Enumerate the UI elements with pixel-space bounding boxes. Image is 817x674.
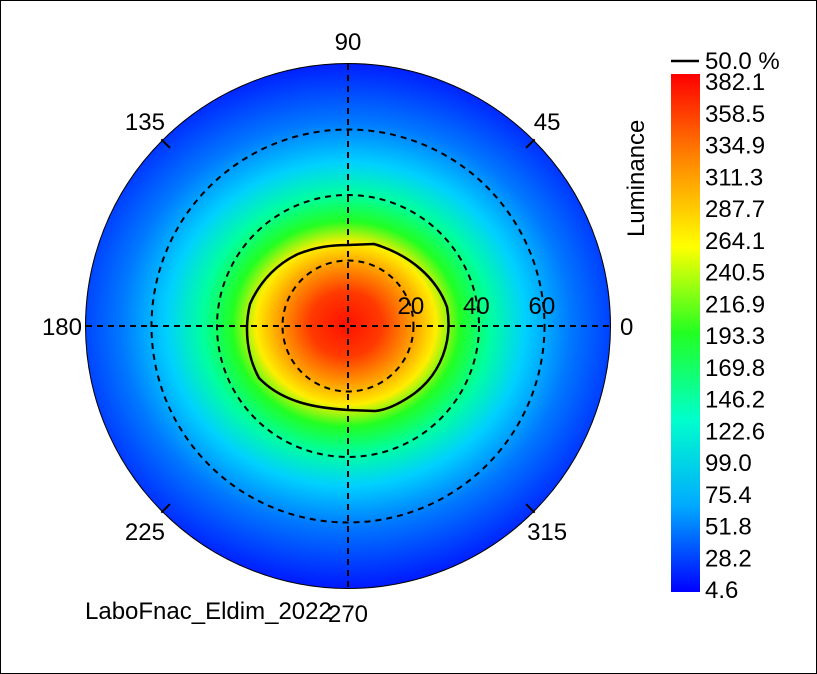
- angle-label-315: 315: [527, 519, 567, 546]
- colorbar-tick-11: 122.6: [705, 418, 765, 445]
- colorbar-tick-13: 75.4: [705, 482, 752, 509]
- colorbar-tick-16: 4.6: [705, 577, 738, 604]
- colorbar-tick-12: 99.0: [705, 450, 752, 477]
- angle-labels: 0 45 90 135 180 225 270 315: [42, 29, 633, 628]
- colorbar-tick-6: 240.5: [705, 260, 765, 287]
- heat-field: [86, 64, 610, 588]
- angle-label-180: 180: [42, 314, 82, 341]
- radial-labels: 20 40 60: [398, 293, 556, 320]
- contour-legend-label: 50.0 %: [705, 48, 780, 75]
- tick-315: [525, 503, 536, 514]
- colorbar: [671, 74, 700, 592]
- colorbar-tick-15: 28.2: [705, 545, 752, 572]
- heat-layer: [86, 64, 610, 588]
- colorbar-ticks: 382.1 358.5 334.9 311.3 287.7 264.1 240.5 216.9…: [705, 69, 765, 604]
- colorbar-tick-3: 311.3: [705, 164, 763, 191]
- colorbar-tick-5: 264.1: [705, 228, 765, 255]
- colorbar-tick-2: 334.9: [705, 133, 765, 160]
- colorbar-tick-8: 193.3: [705, 323, 765, 350]
- angle-label-135: 135: [125, 109, 165, 136]
- radial-label-60: 60: [529, 293, 556, 320]
- tick-135: [160, 138, 171, 149]
- grid-ring-40: [216, 194, 480, 458]
- footer-label: LaboFnac_Eldim_2022: [85, 598, 332, 625]
- angle-label-225: 225: [125, 519, 165, 546]
- contour-50-percent: [245, 242, 450, 413]
- radial-grid: [150, 128, 546, 524]
- colorbar-tick-10: 146.2: [705, 387, 765, 414]
- colorbar-label: Luminance: [623, 120, 650, 237]
- angle-label-45: 45: [534, 109, 561, 136]
- colorbar-tick-1: 358.5: [705, 101, 765, 128]
- grid-ring-20: [281, 259, 415, 393]
- radial-label-40: 40: [463, 293, 490, 320]
- angle-label-0: 0: [620, 314, 633, 341]
- colorbar-tick-0: 382.1: [705, 69, 765, 96]
- angle-label-270: 270: [328, 601, 368, 628]
- colorbar-tick-9: 169.8: [705, 355, 765, 382]
- grid-ring-60: [150, 128, 546, 524]
- colorbar-tick-7: 216.9: [705, 291, 765, 318]
- tick-225: [160, 503, 171, 514]
- radial-label-20: 20: [398, 293, 425, 320]
- angle-label-90: 90: [335, 29, 362, 56]
- colorbar-tick-4: 287.7: [705, 196, 765, 223]
- angle-ticks: [160, 138, 536, 514]
- colorbar-tick-14: 51.8: [705, 514, 752, 541]
- tick-45: [525, 138, 536, 149]
